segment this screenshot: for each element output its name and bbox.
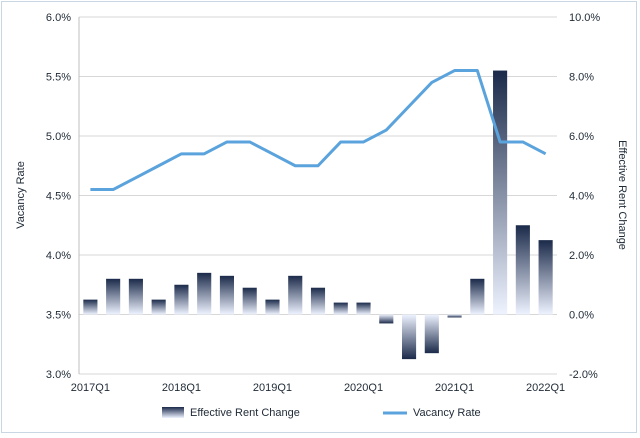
line-vacancy-rate: [90, 71, 545, 190]
bar-rent-change: [470, 279, 484, 315]
bar-rent-change: [174, 285, 188, 315]
left-tick-label: 5.0%: [46, 131, 71, 143]
line-series: [90, 71, 545, 190]
bar-rent-change: [152, 300, 166, 315]
x-tick-label: 2022Q1: [526, 382, 565, 394]
bar-rent-change: [106, 279, 120, 315]
legend-label-vacancy: Vacancy Rate: [413, 407, 481, 419]
left-tick-label: 3.0%: [46, 369, 71, 381]
bar-rent-change: [356, 303, 370, 315]
right-axis-title: Effective Rent Change: [616, 140, 628, 250]
bar-rent-change: [334, 303, 348, 315]
right-tick-label: -2.0%: [569, 369, 598, 381]
bar-rent-change: [379, 315, 393, 324]
legend-bar-swatch: [162, 407, 184, 418]
bar-rent-change: [243, 288, 257, 315]
bar-rent-change: [493, 71, 507, 315]
bar-rent-change: [402, 315, 416, 360]
left-tick-label: 4.5%: [46, 191, 71, 203]
bar-rent-change: [83, 300, 97, 315]
x-tick-label: 2018Q1: [162, 382, 201, 394]
axes: 3.0% -2.0% 3.5% 0.0% 4.0% 2.0% 4.5% 4.0% 5.0% 6.0…: [46, 12, 600, 394]
left-tick-label: 3.5%: [46, 310, 71, 322]
left-tick-label: 4.0%: [46, 250, 71, 262]
right-tick-label: 4.0%: [569, 191, 594, 203]
bar-series: [83, 71, 552, 360]
legend: Effective Rent Change Vacancy Rate: [162, 407, 481, 419]
bar-rent-change: [448, 315, 462, 318]
bar-rent-change: [265, 300, 279, 315]
right-tick-label: 0.0%: [569, 310, 594, 322]
bar-rent-change: [539, 240, 553, 314]
bar-rent-change: [311, 288, 325, 315]
x-tick-label: 2019Q1: [253, 382, 292, 394]
left-tick-label: 5.5%: [46, 72, 71, 84]
bar-rent-change: [220, 276, 234, 315]
x-tick-label: 2017Q1: [71, 382, 110, 394]
x-tick-label: 2021Q1: [435, 382, 474, 394]
bar-rent-change: [516, 225, 530, 314]
right-tick-label: 8.0%: [569, 72, 594, 84]
gridlines: [79, 17, 557, 374]
bar-rent-change: [288, 276, 302, 315]
left-axis-title: Vacancy Rate: [15, 161, 27, 229]
x-tick-label: 2020Q1: [344, 382, 383, 394]
legend-label-rent: Effective Rent Change: [190, 407, 300, 419]
right-tick-label: 6.0%: [569, 131, 594, 143]
bar-rent-change: [129, 279, 143, 315]
right-tick-label: 10.0%: [569, 12, 600, 24]
left-tick-label: 6.0%: [46, 12, 71, 24]
bar-rent-change: [425, 315, 439, 354]
bar-rent-change: [197, 273, 211, 315]
right-tick-label: 2.0%: [569, 250, 594, 262]
